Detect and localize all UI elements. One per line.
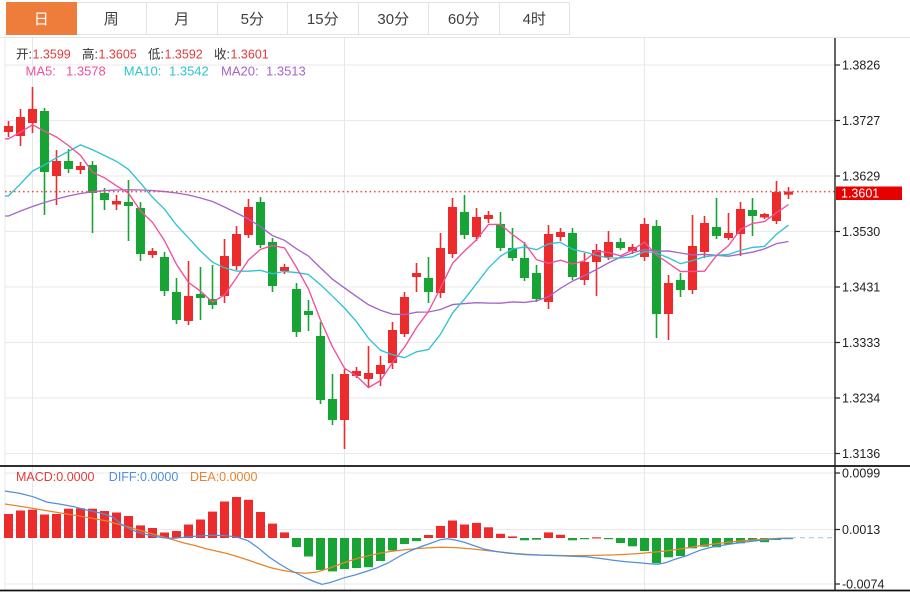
- svg-text:-0.0074: -0.0074: [842, 578, 884, 592]
- svg-text:1.3136: 1.3136: [842, 447, 880, 461]
- svg-text:1.3234: 1.3234: [842, 392, 880, 406]
- svg-text:1.3727: 1.3727: [842, 114, 880, 128]
- svg-text:1.3826: 1.3826: [842, 59, 880, 73]
- svg-text:1.3601: 1.3601: [841, 187, 879, 201]
- svg-text:0.0099: 0.0099: [842, 467, 880, 481]
- svg-text:0.0013: 0.0013: [842, 523, 880, 537]
- svg-text:1.3530: 1.3530: [842, 225, 880, 239]
- svg-text:1.3333: 1.3333: [842, 336, 880, 350]
- svg-text:1.3629: 1.3629: [842, 170, 880, 184]
- svg-text:1.3431: 1.3431: [842, 281, 880, 295]
